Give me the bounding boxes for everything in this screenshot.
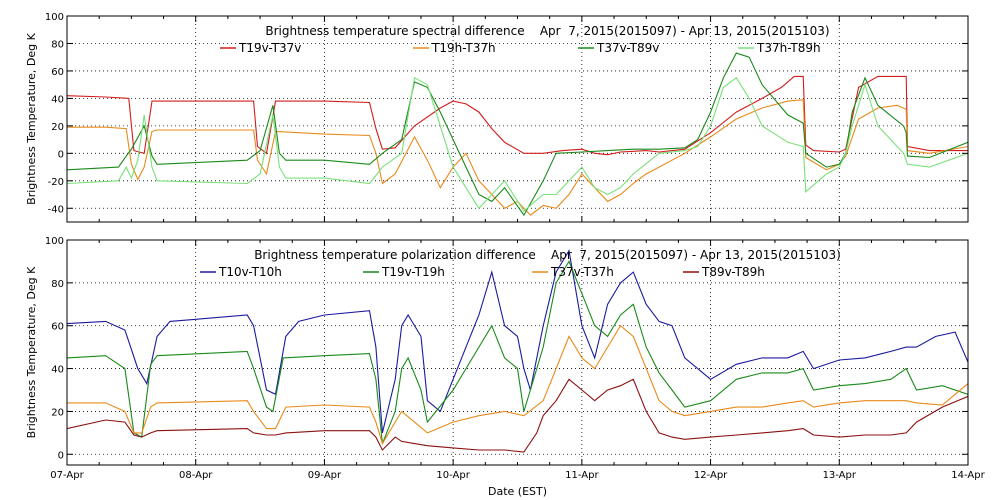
y-tick-label: 100 xyxy=(45,12,64,23)
series-line-t37h-t89h xyxy=(67,76,968,212)
y-tick-label: 60 xyxy=(51,67,64,78)
y-tick-label: 40 xyxy=(51,94,64,105)
legend-entry: T19v-T37v xyxy=(238,41,301,55)
y-tick-label: 0 xyxy=(58,450,64,461)
legend-entry: T19v-T19h xyxy=(381,265,445,279)
legend-entry: T19h-T37h xyxy=(431,41,496,55)
bottom-chart-title: Brightness temperature polarization diff… xyxy=(254,248,841,262)
series-line-t89v-t89h xyxy=(67,378,968,453)
series-line-t19h-t37h xyxy=(67,99,968,216)
y-tick-label: 20 xyxy=(51,407,64,418)
y-tick-label: 100 xyxy=(45,236,64,247)
series-line-t37v-t89v xyxy=(67,52,968,217)
series-line-t19v-t37v xyxy=(67,75,968,156)
legend-entry: T37v-T89v xyxy=(596,41,659,55)
top-y-ticks: -40 -20 0 20 40 60 80 100 xyxy=(45,12,969,222)
x-tick-label: 14-Apr xyxy=(951,470,985,481)
bottom-grid xyxy=(67,240,968,465)
y-tick-label: 60 xyxy=(51,322,64,333)
legend-entry: T89v-T89h xyxy=(701,265,765,279)
top-series-group xyxy=(67,52,968,217)
top-plot-frame xyxy=(66,15,969,223)
legend-entry: T37v-T37h xyxy=(550,265,614,279)
x-tick-label: 07-Apr xyxy=(50,470,84,481)
y-tick-label: 0 xyxy=(58,149,64,160)
x-tick-label: 10-Apr xyxy=(436,470,470,481)
y-tick-label: -20 xyxy=(48,177,64,188)
series-line-t10v-t10h xyxy=(67,249,968,434)
series-line-t19v-t19h xyxy=(67,260,968,444)
top-y-axis-label: Brightness Temperature, Deg K xyxy=(25,32,38,204)
polarization-difference-panel: 0 20 40 60 80 100 07-Apr 08-Apr 09-Apr 10-Apr 11-… xyxy=(25,236,986,498)
top-grid xyxy=(67,16,968,222)
x-tick-label: 08-Apr xyxy=(179,470,213,481)
bottom-x-ticks: 07-Apr 08-Apr 09-Apr 10-Apr 11-Apr 12-Apr 13-A… xyxy=(50,470,985,481)
x-tick-label: 12-Apr xyxy=(694,470,728,481)
legend-entry: T10v-T10h xyxy=(218,265,282,279)
bottom-y-axis-label: Brightness Temperature, Deg K xyxy=(25,266,38,438)
y-tick-label: 40 xyxy=(51,365,64,376)
bottom-legend: T10v-T10h T19v-T19h T37v-T37h T89v-T89h xyxy=(200,265,765,279)
bottom-y-ticks: 0 20 40 60 80 100 xyxy=(45,236,969,465)
y-tick-label: 20 xyxy=(51,122,64,133)
top-legend: T19v-T37v T19h-T37h T37v-T89v T37h-T89h xyxy=(220,41,821,55)
y-tick-label: 80 xyxy=(51,39,64,50)
y-tick-label: 80 xyxy=(51,279,64,290)
x-tick-label: 13-Apr xyxy=(823,470,857,481)
bottom-series-group xyxy=(67,249,968,453)
top-chart-title: Brightness temperature spectral differen… xyxy=(265,24,829,38)
spectral-difference-panel: -40 -20 0 20 40 60 80 100 Brightness temperatur… xyxy=(25,12,969,223)
x-axis-label: Date (EST) xyxy=(488,485,547,498)
x-tick-label: 09-Apr xyxy=(308,470,342,481)
series-line-t37v-t37h xyxy=(67,324,968,445)
x-tick-label: 11-Apr xyxy=(565,470,599,481)
y-tick-label: -40 xyxy=(48,204,64,215)
legend-entry: T37h-T89h xyxy=(756,41,821,55)
bottom-plot-frame xyxy=(66,239,969,466)
